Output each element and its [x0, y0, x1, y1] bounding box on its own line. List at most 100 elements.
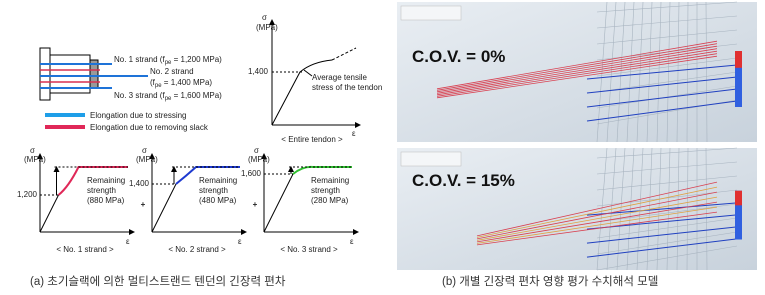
graph-caption: < No. 1 strand >	[56, 245, 114, 254]
mesh-line	[686, 147, 689, 271]
note: Average tensile	[312, 73, 368, 82]
mesh-line	[596, 1, 608, 143]
strand	[476, 201, 718, 243]
legend-swatch	[45, 125, 85, 129]
graph-caption: < Entire tendon >	[281, 135, 343, 144]
info-box	[400, 5, 462, 21]
duct	[586, 226, 738, 244]
mesh-line	[666, 147, 671, 271]
curve	[39, 194, 59, 233]
mesh-line	[596, 29, 738, 45]
strand	[436, 48, 718, 94]
duct	[586, 238, 738, 258]
mesh-line	[596, 231, 738, 255]
mesh-line	[596, 1, 738, 13]
duct	[586, 100, 738, 122]
strand	[436, 55, 718, 99]
mesh-line	[596, 217, 738, 239]
y-unit: (MPa)	[248, 155, 270, 164]
curve	[151, 183, 177, 233]
cov-label: C.O.V. = 0%	[412, 47, 505, 66]
cov-label: C.O.V. = 15%	[412, 171, 515, 190]
mesh-line	[616, 1, 626, 143]
color-bar	[735, 51, 742, 107]
render-background	[397, 2, 757, 142]
duct	[586, 88, 738, 108]
color-bar	[735, 51, 742, 68]
color-bar	[735, 190, 742, 206]
note: Remaining	[199, 176, 237, 185]
strand-label: No. 1 strand (fpe = 1,200 MPa)	[114, 55, 222, 66]
mesh-line	[646, 1, 653, 143]
strand	[436, 43, 718, 91]
x-symbol: ε	[350, 237, 354, 246]
strand	[476, 181, 718, 237]
mesh-line	[596, 57, 738, 77]
render-panel: C.O.V. = 15%	[397, 147, 757, 271]
strand	[476, 211, 718, 246]
x-symbol: ε	[352, 129, 356, 138]
mesh-line	[596, 147, 608, 271]
mesh-line	[596, 161, 738, 175]
y-unit: (MPa)	[24, 155, 46, 164]
plus-sign: +	[253, 200, 258, 209]
strand-label: (fpe = 1,400 MPa)	[150, 78, 212, 89]
y-symbol: σ	[30, 146, 35, 155]
y-unit: (MPa)	[136, 155, 158, 164]
strand-label: No. 2 strand	[150, 67, 194, 76]
graph-caption: < No. 2 strand >	[168, 245, 226, 254]
note: strength	[199, 186, 228, 195]
mesh-line	[666, 1, 671, 143]
legend-swatch	[45, 113, 85, 117]
curve	[175, 166, 240, 185]
info-box	[400, 151, 462, 167]
plus-sign: +	[141, 200, 146, 209]
mesh-line	[686, 1, 689, 143]
strand	[476, 196, 718, 241]
tick-label: 1,400	[129, 179, 150, 188]
caption: (a) 초기슬랙에 의한 멀티스트랜드 텐던의 긴장력 편차	[30, 274, 286, 288]
tendon-graph	[269, 19, 361, 128]
x-symbol: ε	[238, 237, 242, 246]
tick-label: 1,200	[17, 190, 38, 199]
tick-label: 1,600	[241, 169, 262, 178]
note: (480 MPa)	[199, 196, 237, 205]
strand	[436, 50, 718, 96]
strand	[436, 45, 718, 93]
y-symbol: σ	[254, 146, 259, 155]
note: strength	[87, 186, 116, 195]
strand	[436, 53, 718, 97]
note: Remaining	[311, 176, 349, 185]
graph-caption: < No. 3 strand >	[280, 245, 338, 254]
duct	[586, 76, 738, 94]
strand	[476, 191, 718, 240]
mesh-line	[596, 15, 738, 29]
mesh-line	[596, 147, 738, 159]
note: strength	[311, 186, 340, 195]
curve	[57, 166, 128, 196]
curve	[292, 165, 352, 175]
color-bar	[735, 190, 742, 240]
strand	[476, 186, 718, 238]
strand	[476, 206, 718, 244]
duct	[586, 64, 738, 80]
legend-label: Elongation due to removing slack	[90, 123, 209, 132]
note: Remaining	[87, 176, 125, 185]
mesh-line	[636, 147, 644, 271]
tick-label: 1,400	[248, 67, 269, 76]
mesh-line	[596, 71, 738, 93]
mesh-line	[596, 245, 738, 271]
anchor-diagram	[39, 47, 148, 101]
curve	[263, 173, 294, 233]
mesh-line	[676, 1, 680, 143]
note: stress of the tendon	[312, 83, 382, 92]
duct	[586, 202, 738, 216]
render-panel: C.O.V. = 0%	[397, 1, 757, 143]
mesh-line	[705, 1, 708, 143]
y-unit: (MPa)	[256, 23, 278, 32]
strand-label: No. 3 strand (fpe = 1,600 MPa)	[114, 91, 222, 102]
mesh-line	[596, 175, 738, 191]
y-symbol: σ	[142, 146, 147, 155]
note: (280 MPa)	[311, 196, 349, 205]
